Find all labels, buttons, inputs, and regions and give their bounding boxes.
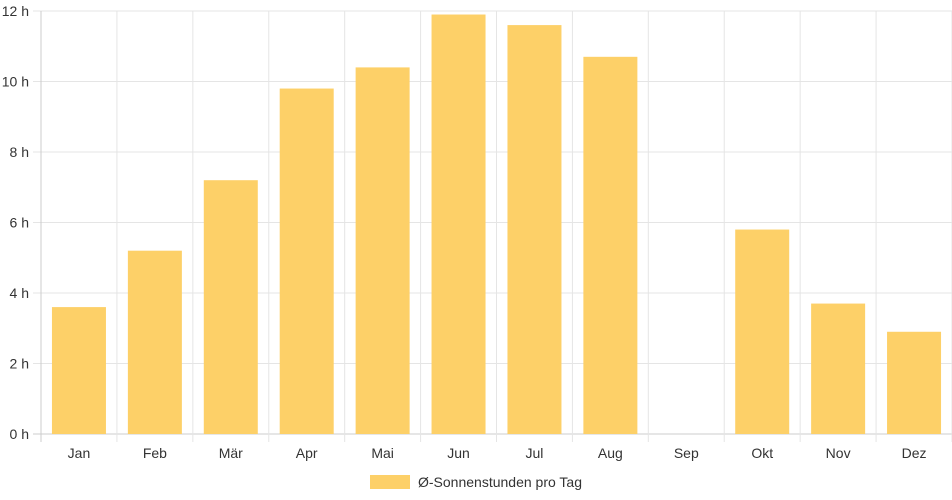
x-tick-label: Nov <box>826 445 851 461</box>
y-tick-label: 8 h <box>10 144 29 160</box>
x-tick-label: Aug <box>598 445 623 461</box>
y-tick-label: 4 h <box>10 285 29 301</box>
x-tick-label: Mär <box>219 445 243 461</box>
legend-swatch[interactable] <box>370 475 410 489</box>
bar-jun[interactable] <box>431 14 486 435</box>
x-tick-label: Mai <box>371 445 394 461</box>
x-tick-label: Okt <box>751 445 773 461</box>
bar-jan[interactable] <box>51 307 106 434</box>
y-tick-label: 2 h <box>10 356 29 372</box>
x-tick-label: Sep <box>674 445 699 461</box>
grid <box>33 10 952 442</box>
y-axis-ticks: 0 h 2 h 4 h 6 h 8 h 10 h 12 h <box>2 3 29 442</box>
x-tick-label: Feb <box>143 445 167 461</box>
legend[interactable]: Ø-Sonnenstunden pro Tag <box>370 474 582 490</box>
x-tick-label: Jun <box>447 445 470 461</box>
y-tick-label: 12 h <box>2 3 29 19</box>
bar-mai[interactable] <box>355 67 410 435</box>
x-tick-label: Jan <box>68 445 91 461</box>
bar-feb[interactable] <box>127 250 182 434</box>
x-tick-label: Dez <box>902 445 927 461</box>
y-tick-label: 0 h <box>10 426 29 442</box>
bar-mär[interactable] <box>203 180 258 434</box>
legend-label[interactable]: Ø-Sonnenstunden pro Tag <box>418 474 582 490</box>
bar-apr[interactable] <box>279 88 334 435</box>
x-tick-label: Apr <box>296 445 318 461</box>
x-axis-ticks: Jan Feb Mär Apr Mai Jun Jul Aug Sep Okt Nov Dez <box>68 445 927 461</box>
bar-okt[interactable] <box>735 229 790 434</box>
bar-nov[interactable] <box>811 303 866 434</box>
y-tick-label: 10 h <box>2 74 29 90</box>
bar-jul[interactable] <box>507 25 562 434</box>
y-tick-label: 6 h <box>10 215 29 231</box>
bars <box>51 14 942 435</box>
bar-aug[interactable] <box>583 56 638 434</box>
bar-dez[interactable] <box>887 331 942 434</box>
x-tick-label: Jul <box>526 445 544 461</box>
